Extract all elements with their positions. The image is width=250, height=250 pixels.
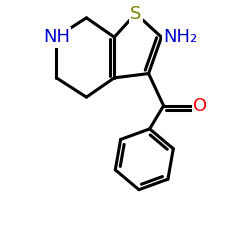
- Text: O: O: [193, 97, 207, 115]
- Text: S: S: [130, 4, 141, 22]
- Text: NH₂: NH₂: [164, 28, 198, 46]
- Text: NH: NH: [43, 28, 70, 46]
